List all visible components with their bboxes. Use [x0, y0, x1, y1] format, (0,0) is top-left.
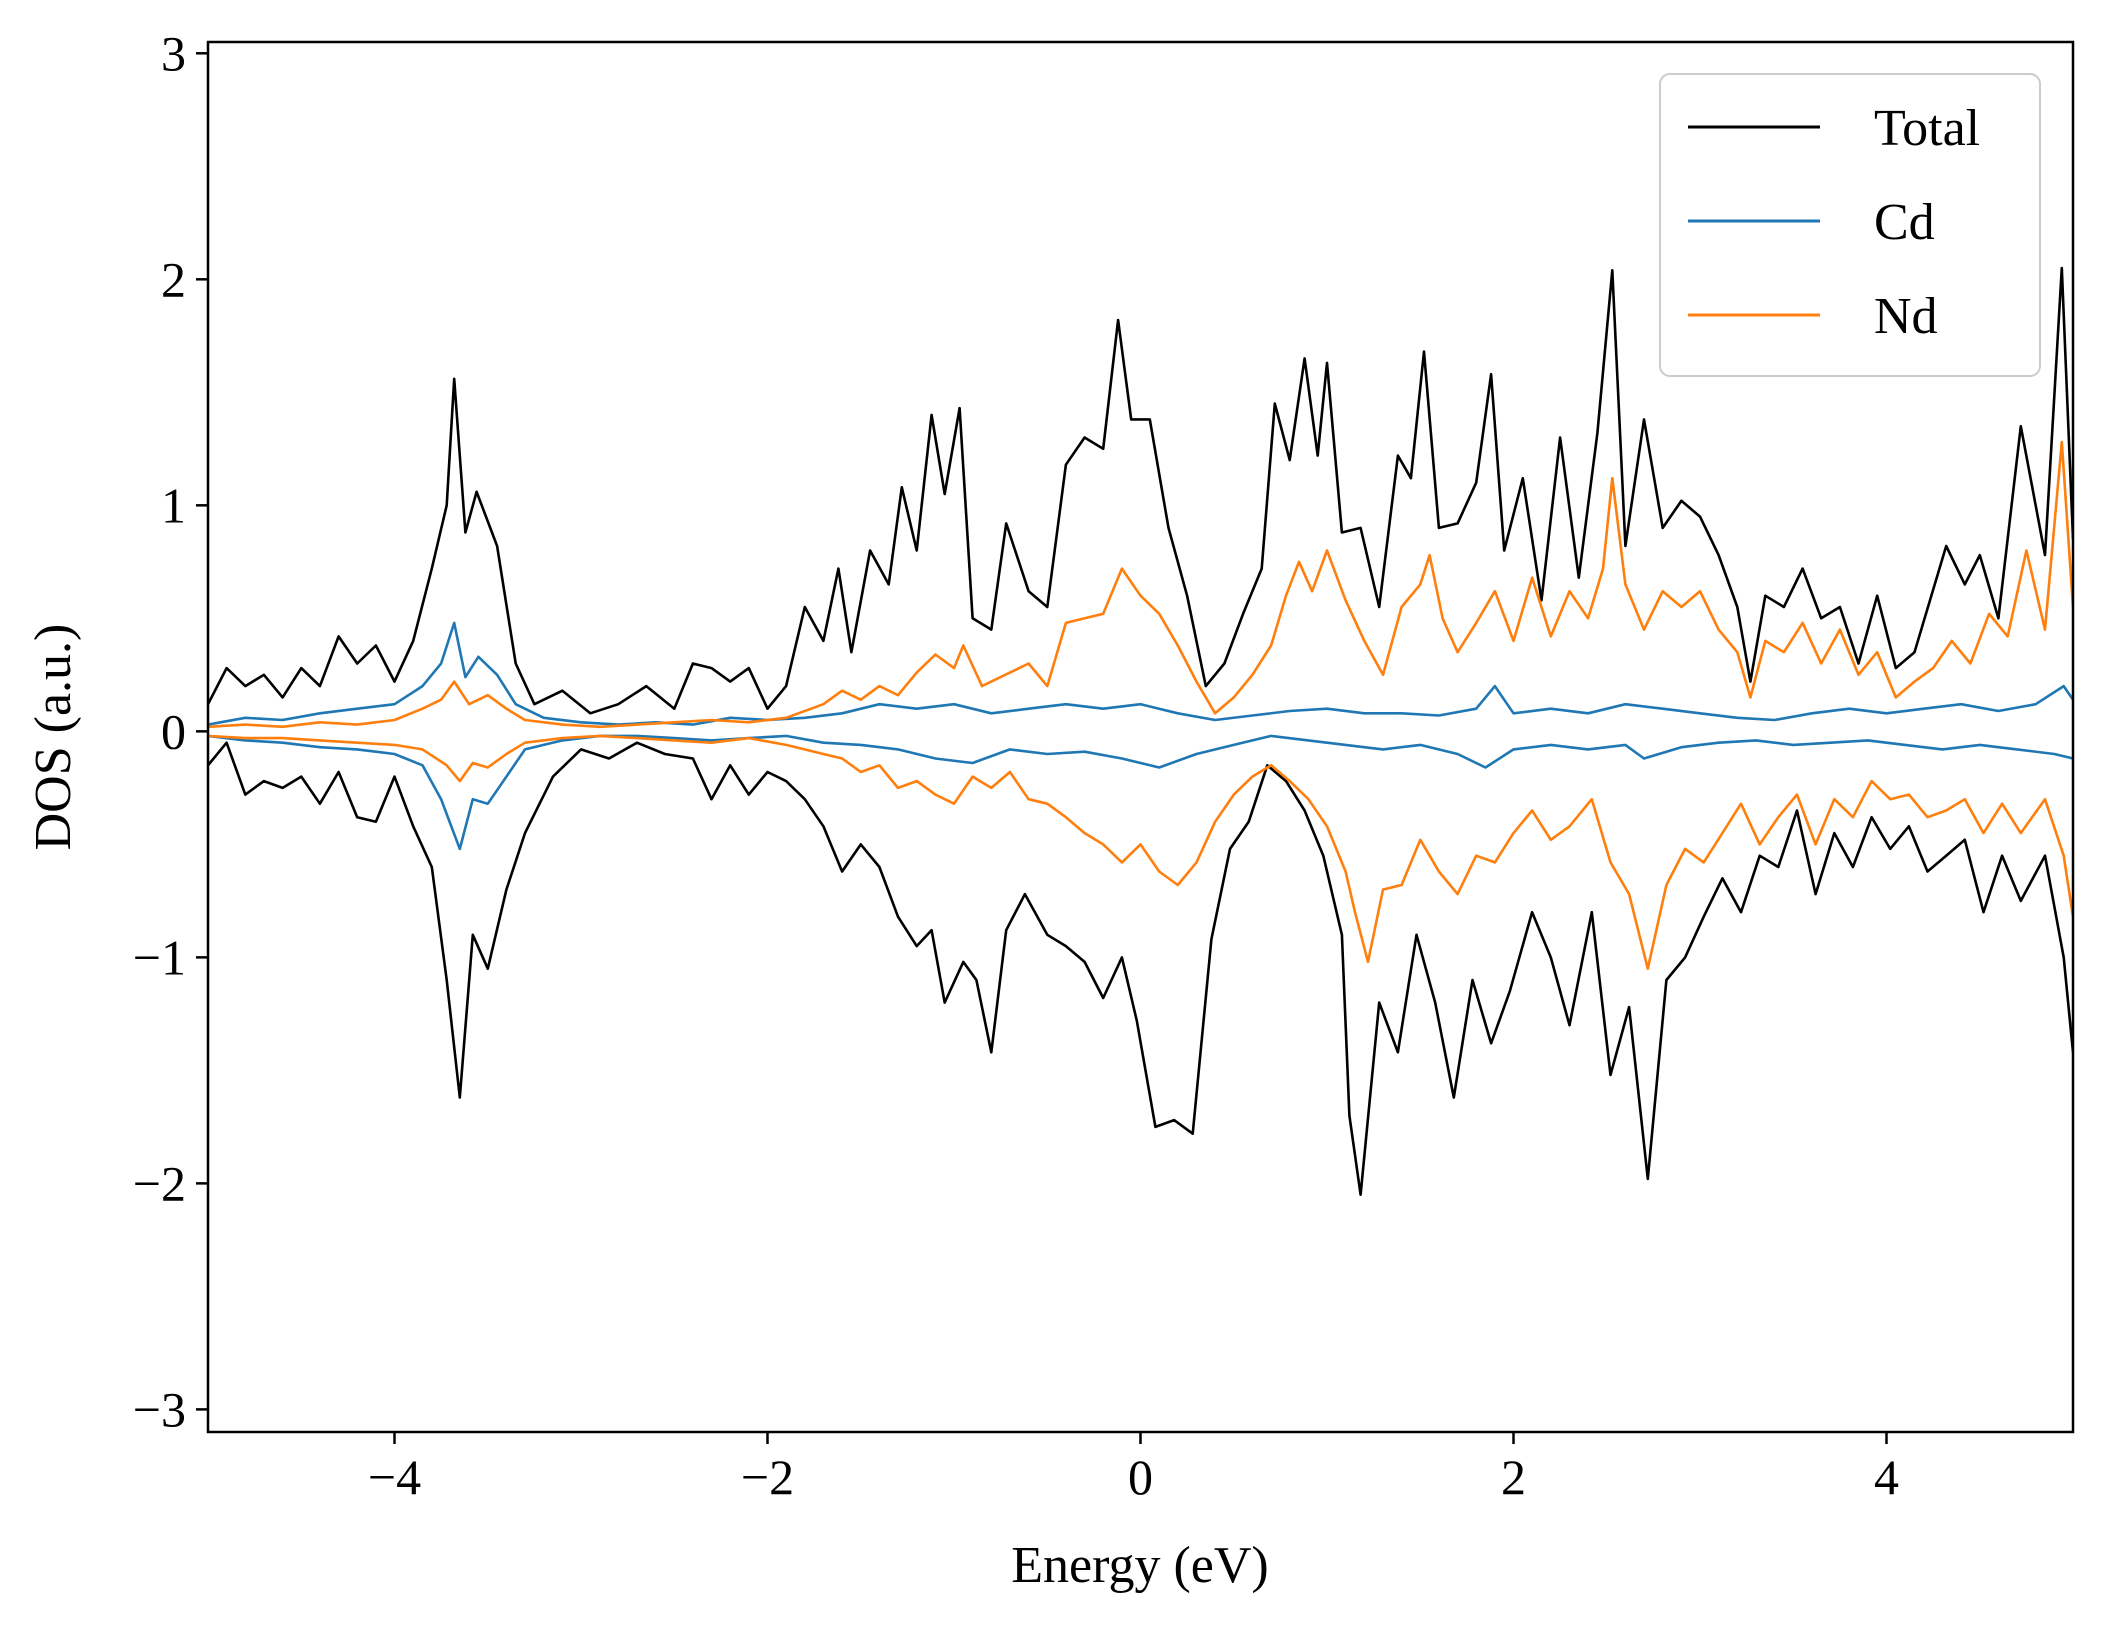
series-line-nd-down	[208, 734, 2073, 971]
y-tick-label: 1	[161, 477, 186, 533]
y-axis-label: DOS (a.u.)	[25, 624, 82, 851]
y-tick-label: −1	[133, 929, 186, 985]
legend-label-cd: Cd	[1874, 194, 1935, 251]
series-line-cd-up	[208, 621, 2073, 726]
x-tick-label: −2	[741, 1449, 794, 1505]
x-tick-label: 2	[1501, 1449, 1526, 1505]
y-tick-label: 2	[161, 251, 186, 307]
y-tick-label: 0	[161, 703, 186, 759]
y-tick-label: −2	[133, 1155, 186, 1211]
legend-label-nd: Nd	[1874, 288, 1938, 345]
x-axis: −4 −2 0 2 4	[368, 1432, 1899, 1505]
series-line-cd-down	[208, 734, 2073, 851]
y-tick-label: 3	[161, 25, 186, 81]
series-line-nd-up	[208, 440, 2073, 729]
legend-label-total: Total	[1874, 100, 1980, 157]
series-line-total-down	[208, 741, 2073, 1196]
x-tick-label: 4	[1874, 1449, 1899, 1505]
x-tick-label: 0	[1128, 1449, 1153, 1505]
legend: Total Cd Nd	[1659, 73, 2041, 377]
x-axis-label: Energy (eV)	[1011, 1537, 1269, 1594]
series-line-total-up	[208, 266, 2073, 715]
y-tick-label: −3	[133, 1381, 186, 1437]
y-axis: −3 −2 −1 0 1 2 3	[133, 25, 208, 1437]
legend-box	[1659, 73, 2041, 377]
series-layer	[208, 266, 2073, 1196]
x-tick-label: −4	[368, 1449, 421, 1505]
